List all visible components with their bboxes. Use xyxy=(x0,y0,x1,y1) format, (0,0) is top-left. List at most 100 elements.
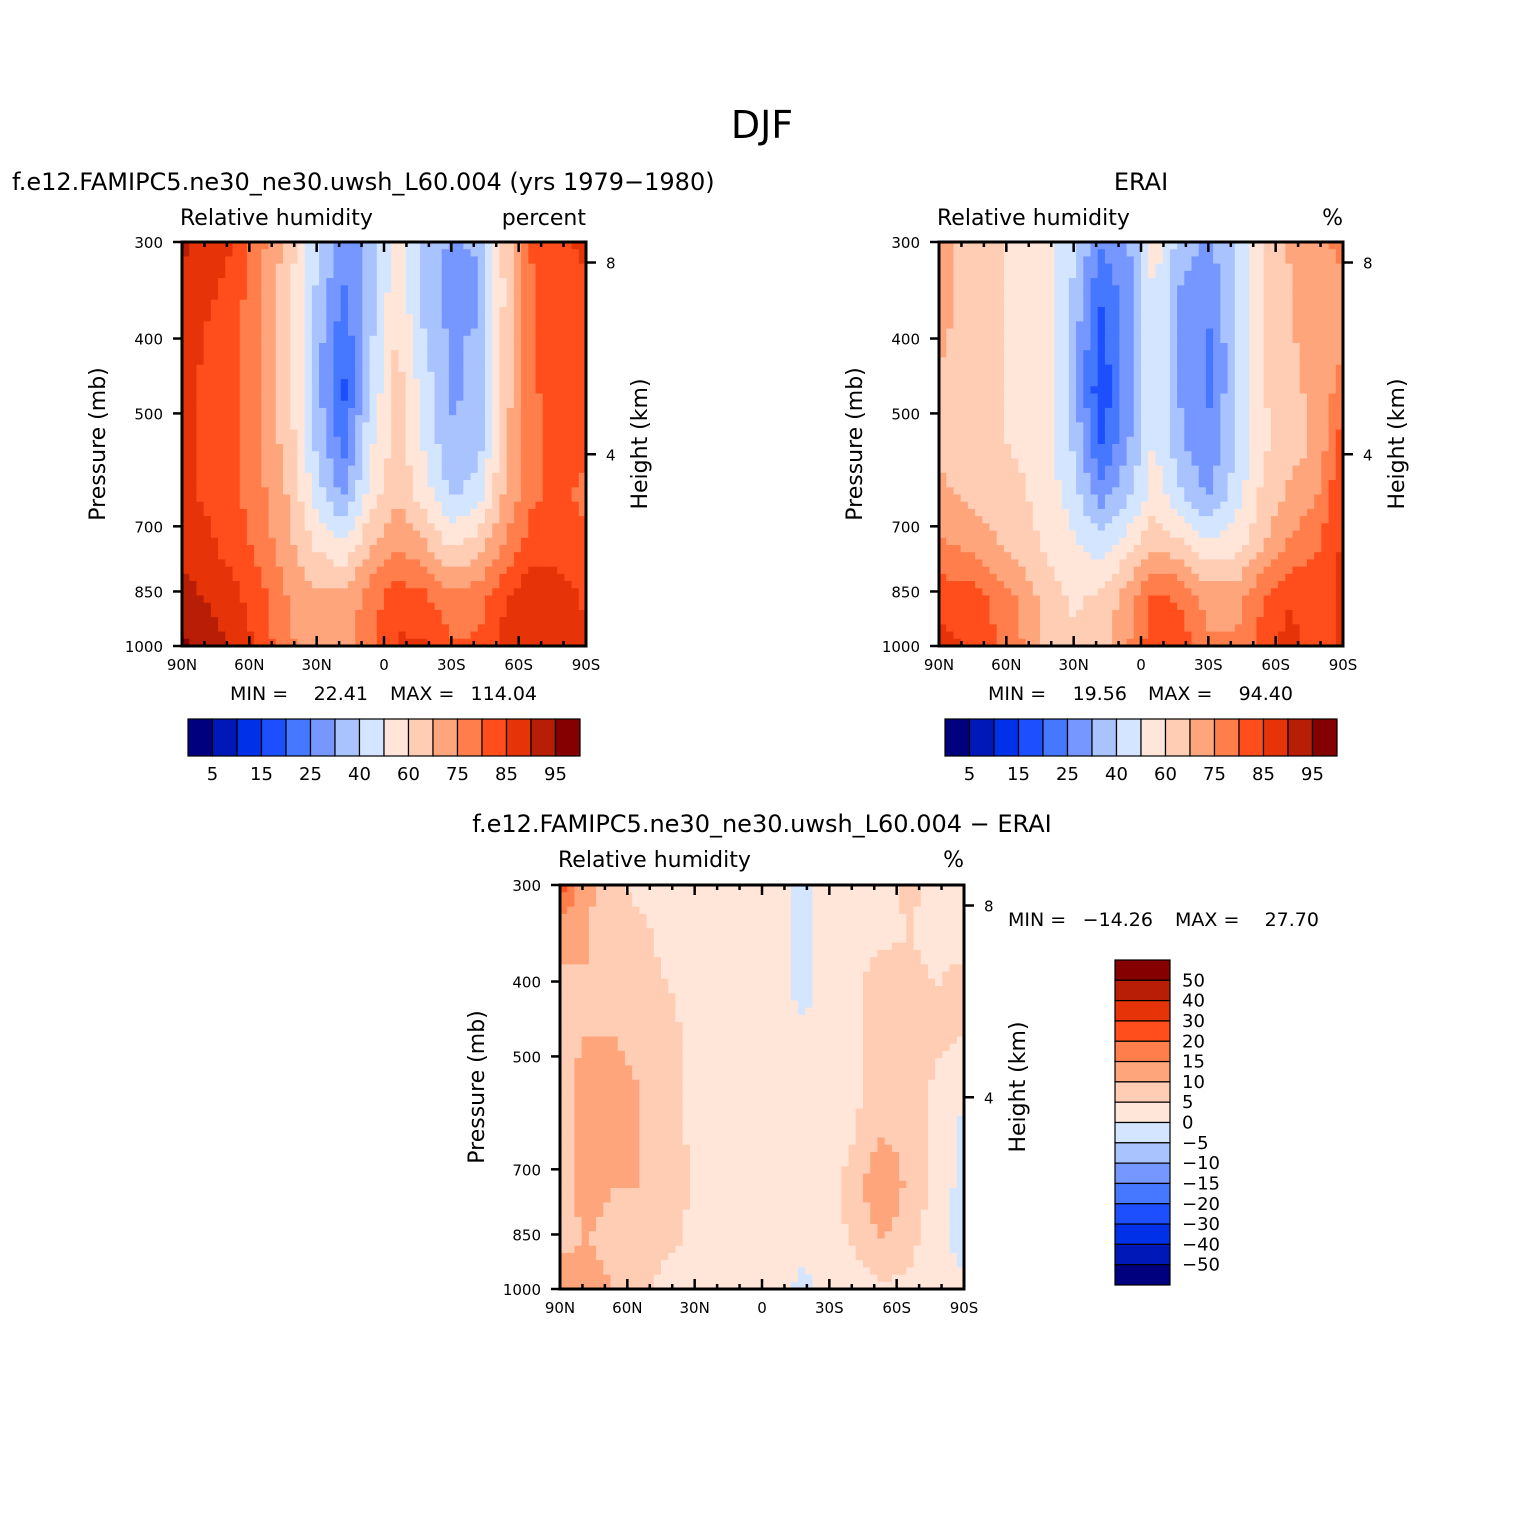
field-cell xyxy=(470,602,479,611)
field-cell xyxy=(557,249,565,258)
field-cell xyxy=(355,523,363,532)
field-cell xyxy=(218,552,226,561)
field-cell xyxy=(1068,357,1077,366)
field-cell xyxy=(492,379,501,387)
field-cell xyxy=(975,335,983,344)
field-cell xyxy=(254,523,262,532)
field-cell xyxy=(557,242,565,250)
field-cell xyxy=(1328,393,1337,402)
field-cell xyxy=(398,328,407,337)
field-cell xyxy=(1263,321,1272,330)
field-cell xyxy=(355,501,363,510)
field-cell xyxy=(326,537,335,546)
field-cell xyxy=(1321,263,1330,272)
field-cell xyxy=(1292,278,1301,286)
field-cell xyxy=(1148,306,1157,315)
field-cell xyxy=(1335,299,1344,308)
field-cell xyxy=(1040,242,1048,250)
field-cell xyxy=(1285,371,1294,380)
field-cell xyxy=(210,444,219,452)
field-cell xyxy=(319,451,327,460)
field-cell xyxy=(319,595,327,604)
field-cell xyxy=(1162,256,1171,265)
field-cell xyxy=(239,487,248,496)
field-cell xyxy=(1133,364,1142,373)
field-cell xyxy=(225,415,234,423)
field-cell xyxy=(239,624,248,633)
field-cell xyxy=(232,429,241,438)
field-cell xyxy=(340,444,349,452)
field-cell xyxy=(1285,400,1294,409)
field-cell xyxy=(1191,343,1200,351)
field-cell xyxy=(1242,343,1250,351)
field-cell xyxy=(557,256,565,265)
field-cell xyxy=(1234,379,1243,387)
field-cell xyxy=(1191,335,1200,344)
field-cell xyxy=(1141,429,1149,438)
field-cell xyxy=(347,458,356,467)
field-cell xyxy=(210,328,219,337)
field-cell xyxy=(1090,379,1099,387)
field-cell xyxy=(578,588,587,597)
field-cell xyxy=(182,501,190,510)
field-cell xyxy=(967,465,976,474)
field-cell xyxy=(196,371,205,380)
field-cell xyxy=(571,343,580,351)
field-cell xyxy=(304,638,313,647)
panel-model-min-label: MIN = xyxy=(230,683,288,705)
field-cell xyxy=(506,407,515,416)
field-cell xyxy=(448,328,457,337)
field-cell xyxy=(1169,242,1178,250)
field-cell xyxy=(967,321,976,330)
field-cell xyxy=(1090,386,1099,395)
field-cell xyxy=(485,350,493,359)
field-cell xyxy=(297,595,306,604)
field-cell xyxy=(946,400,955,409)
field-cell xyxy=(434,595,443,604)
field-cell xyxy=(499,306,508,315)
field-cell xyxy=(254,480,262,488)
field-cell xyxy=(975,285,983,294)
field-cell xyxy=(477,508,486,517)
field-cell xyxy=(564,537,573,546)
field-cell xyxy=(1068,343,1077,351)
field-cell xyxy=(1018,350,1027,359)
field-cell xyxy=(506,278,515,286)
field-cell xyxy=(275,400,284,409)
field-cell xyxy=(485,530,493,539)
field-cell xyxy=(1097,350,1106,359)
field-cell xyxy=(275,638,284,647)
field-cell xyxy=(470,545,479,553)
field-cell xyxy=(463,263,472,272)
field-cell xyxy=(564,270,573,279)
field-cell xyxy=(441,444,450,452)
field-cell xyxy=(355,638,363,647)
field-cell xyxy=(412,415,421,423)
field-cell xyxy=(1148,278,1157,286)
field-cell xyxy=(405,393,414,402)
field-cell xyxy=(1083,335,1092,344)
field-cell xyxy=(513,624,522,633)
field-cell xyxy=(1213,299,1221,308)
field-cell xyxy=(1184,451,1193,460)
field-cell xyxy=(347,588,356,597)
field-cell xyxy=(1242,321,1250,330)
field-cell xyxy=(340,328,349,337)
field-cell xyxy=(506,573,515,582)
field-cell xyxy=(283,314,291,322)
field-cell xyxy=(1234,270,1243,279)
field-cell xyxy=(1061,429,1070,438)
field-cell xyxy=(1119,299,1128,308)
field-cell xyxy=(182,516,190,524)
field-cell xyxy=(412,530,421,539)
field-cell xyxy=(549,299,558,308)
field-cell xyxy=(210,278,219,286)
field-cell xyxy=(1213,371,1221,380)
colorbar-label: 60 xyxy=(397,764,420,785)
field-cell xyxy=(369,422,378,431)
field-cell xyxy=(463,393,472,402)
field-cell xyxy=(571,617,580,625)
field-cell xyxy=(254,350,262,359)
field-cell xyxy=(182,602,190,611)
field-cell xyxy=(1011,407,1019,416)
